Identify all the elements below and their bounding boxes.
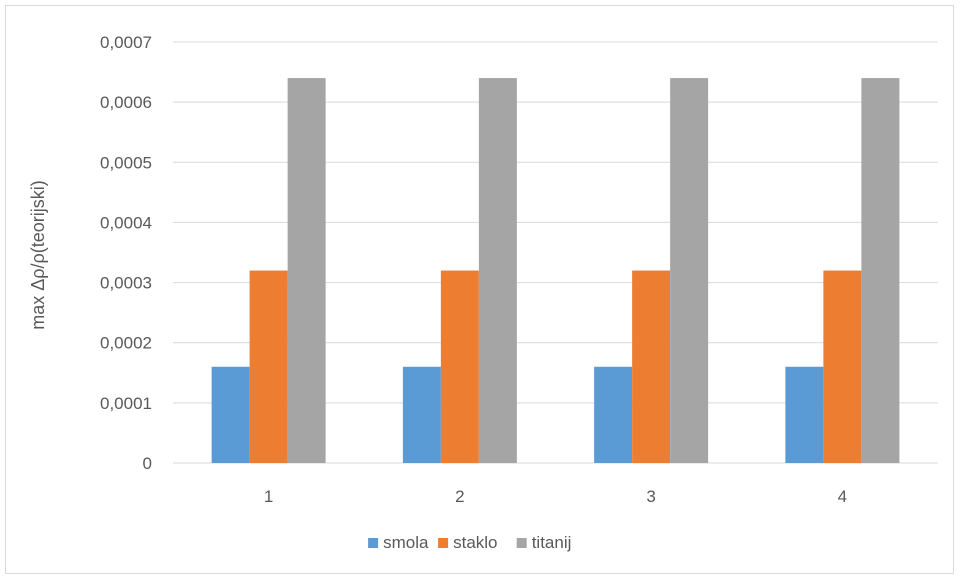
x-tick-label: 2 xyxy=(455,487,464,506)
x-tick-label: 4 xyxy=(838,487,847,506)
bars xyxy=(211,78,900,463)
bar-titanij xyxy=(478,78,517,463)
y-tick-label: 0,0004 xyxy=(100,213,152,232)
x-tick-label: 1 xyxy=(264,487,273,506)
bar-titanij xyxy=(287,78,326,463)
x-axis-ticks: 1 2 3 4 xyxy=(264,487,847,506)
legend-label-staklo: staklo xyxy=(453,533,497,552)
x-tick-label: 3 xyxy=(646,487,655,506)
legend-swatch-titanij xyxy=(516,538,527,548)
bar-smola xyxy=(402,366,441,463)
legend-label-titanij: titanij xyxy=(532,533,572,552)
y-axis-ticks: 0 0,0001 0,0002 0,0003 0,0004 0,0005 0,0006 0,0… xyxy=(100,33,152,473)
bar-smola xyxy=(785,366,824,463)
y-tick-label: 0,0003 xyxy=(100,274,152,293)
bar-staklo xyxy=(249,270,288,463)
legend: smola staklo titanij xyxy=(368,533,571,552)
y-axis-title: max Δρ/ρ(teorijski) xyxy=(28,180,48,330)
bar-smola xyxy=(211,366,250,463)
y-tick-label: 0,0005 xyxy=(100,153,152,172)
bar-titanij xyxy=(861,78,900,463)
bar-staklo xyxy=(823,270,862,463)
bar-smola xyxy=(594,366,633,463)
bar-staklo xyxy=(440,270,479,463)
y-tick-label: 0,0006 xyxy=(100,93,152,112)
legend-label-smola: smola xyxy=(383,533,429,552)
bar-titanij xyxy=(670,78,709,463)
y-tick-label: 0,0001 xyxy=(100,394,152,413)
bar-staklo xyxy=(632,270,671,463)
legend-swatch-smola xyxy=(368,538,379,548)
y-tick-label: 0,0007 xyxy=(100,33,152,52)
legend-swatch-staklo xyxy=(438,538,449,548)
y-tick-label: 0 xyxy=(143,454,152,473)
y-tick-label: 0,0002 xyxy=(100,334,152,353)
